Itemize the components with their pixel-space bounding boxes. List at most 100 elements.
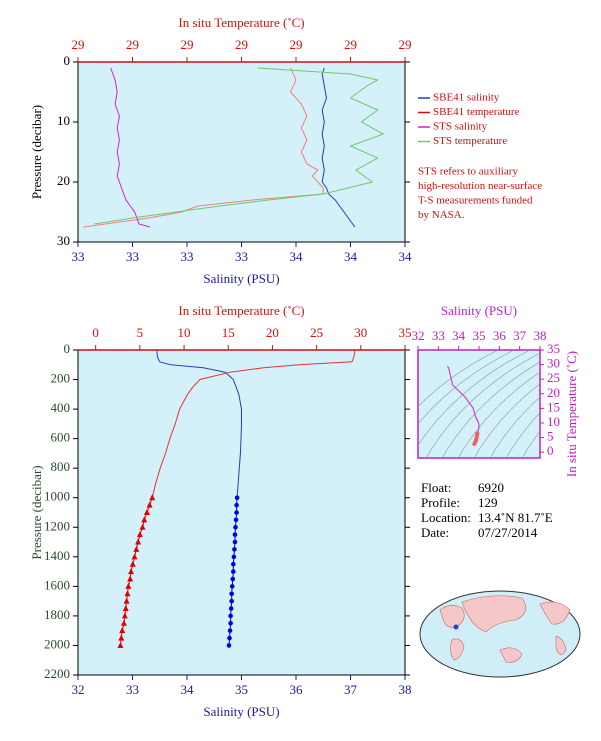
triangle-marker	[123, 597, 130, 604]
x-tick-label: 36	[493, 328, 507, 343]
triangle-marker	[141, 516, 148, 523]
y-tick-label: 400	[51, 400, 71, 415]
x2-tick-label: 5	[137, 325, 144, 340]
profile-line	[156, 350, 242, 498]
x-tick-label: 33	[72, 249, 85, 264]
y-tick-label: 0	[64, 341, 71, 356]
profile-line	[321, 67, 356, 228]
circle-marker	[233, 524, 238, 530]
x-tick-label: 32	[412, 328, 425, 343]
profile-line	[94, 67, 385, 225]
legend-label: STS temperature	[433, 135, 507, 147]
y-tick-label: 1000	[44, 489, 70, 504]
circle-marker	[231, 561, 236, 567]
x2-tick-label: 30	[354, 325, 367, 340]
triangle-marker	[127, 575, 134, 582]
legend-label: SBE41 salinity	[433, 92, 500, 104]
x-tick-label: 33	[432, 328, 445, 343]
profile-line	[110, 67, 151, 228]
info-value: 13.4˚N 81.7˚E	[478, 510, 553, 525]
circle-marker	[232, 547, 237, 552]
float-info: Float: 6920 Profile: 129 Location: 13.4˚…	[421, 480, 553, 540]
circle-marker	[232, 539, 238, 545]
triangle-marker	[117, 641, 124, 648]
info-label: Date:	[421, 525, 449, 540]
circle-marker	[228, 606, 234, 611]
plot-area	[77, 349, 406, 676]
x2-tick-label: 35	[399, 325, 412, 340]
y-tick-label: 30	[57, 233, 70, 248]
density-contour	[418, 350, 531, 446]
x-tick-label: 33	[181, 249, 194, 264]
y-tick-label: 5	[547, 429, 554, 444]
note-text: STS refers to auxiliary	[418, 166, 518, 178]
x-tick-label: 34	[452, 328, 466, 343]
triangle-marker	[125, 582, 132, 589]
circle-marker	[228, 613, 233, 619]
triangle-marker	[133, 545, 140, 552]
triangle-marker	[124, 590, 131, 597]
plot-area	[77, 61, 406, 243]
x-tick-label: 35	[473, 328, 486, 343]
x-tick-label: 34	[344, 249, 358, 264]
profile-line	[151, 350, 356, 498]
x2-tick-label: 29	[72, 37, 85, 52]
legend-label: SBE41 temperature	[433, 106, 520, 118]
x2-tick-label: 15	[222, 325, 235, 340]
triangle-marker	[146, 501, 153, 508]
y-tick-label: 600	[51, 430, 71, 445]
triangle-marker	[135, 538, 142, 545]
circle-marker	[234, 510, 239, 515]
x-tick-label: 38	[534, 328, 547, 343]
x-tick-label: 34	[181, 682, 195, 697]
density-contour	[521, 431, 540, 458]
legend-label: STS salinity	[433, 121, 488, 133]
x-tick-label: 32	[72, 682, 85, 697]
circle-marker	[229, 591, 234, 597]
density-contour	[457, 371, 540, 458]
note-text: by NASA.	[418, 209, 465, 221]
x2-tick-label: 29	[181, 37, 194, 52]
x-axis-label: Salinity (PSU)	[441, 303, 517, 318]
x-tick-label: 34	[290, 249, 304, 264]
triangle-marker	[118, 634, 125, 641]
x-tick-label: 37	[344, 682, 358, 697]
y-tick-label: 2000	[44, 636, 70, 651]
y-tick-label: 1200	[44, 518, 70, 533]
y-tick-label: 10	[547, 414, 560, 429]
note-text: high-resolution near-surface	[418, 180, 542, 192]
x2-tick-label: 25	[310, 325, 323, 340]
note-text: T-S measurements funded	[418, 195, 533, 207]
x2-tick-label: 29	[399, 37, 412, 52]
x2-tick-label: 29	[290, 37, 303, 52]
world-map	[419, 590, 581, 678]
info-label: Profile:	[421, 495, 460, 510]
triangle-marker	[136, 531, 143, 538]
info-value: 6920	[478, 480, 504, 495]
circle-marker	[229, 598, 234, 604]
density-contour	[489, 396, 540, 458]
y-tick-label: 1800	[44, 607, 70, 622]
triangle-marker	[121, 612, 128, 619]
x-tick-label: 35	[235, 682, 248, 697]
y-axis-label: Pressure (decibar)	[29, 465, 44, 559]
y-tick-label: 30	[547, 356, 560, 371]
y-tick-label: 20	[547, 385, 560, 400]
y-tick-label: 15	[547, 399, 560, 414]
x2-tick-label: 20	[266, 325, 279, 340]
triangle-marker	[143, 509, 150, 515]
circle-marker	[230, 576, 236, 582]
density-contour	[505, 412, 540, 458]
density-contour	[473, 383, 540, 458]
triangle-marker	[129, 560, 136, 567]
y-tick-label: 2200	[44, 666, 70, 681]
triangle-marker	[131, 553, 138, 560]
x-tick-label: 33	[235, 249, 248, 264]
y-tick-label: 1400	[44, 548, 70, 563]
info-label: Location:	[421, 510, 471, 525]
x-tick-label: 33	[126, 249, 139, 264]
x-tick-label: 33	[126, 682, 139, 697]
y-axis-label: In situ Temperature (˚C)	[564, 351, 579, 477]
y-tick-label: 0	[547, 443, 554, 458]
ts-line	[472, 431, 480, 446]
